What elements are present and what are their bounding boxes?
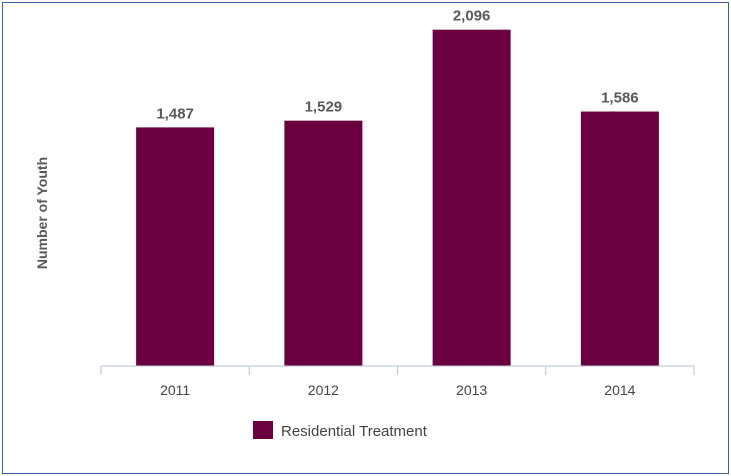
value-labels-group: 1,487 1,529 2,096 1,586: [156, 8, 638, 123]
bar-chart: Number of Youth 1,487 1,529 2,096 1,586 201…: [34, 8, 695, 440]
bar-2012[interactable]: [284, 120, 363, 366]
value-label-2014: 1,586: [601, 90, 639, 107]
x-tick-label-2011: 2011: [160, 382, 190, 398]
x-tick-label-2012: 2012: [308, 382, 339, 398]
value-label-2012: 1,529: [305, 99, 343, 116]
x-tick-label-2014: 2014: [604, 382, 635, 398]
x-axis-ticks: [100, 366, 695, 375]
legend-label: Residential Treatment: [281, 423, 428, 440]
value-label-2013: 2,096: [453, 8, 491, 25]
bar-2011[interactable]: [136, 127, 215, 367]
value-label-2011: 1,487: [156, 105, 194, 122]
bar-2013[interactable]: [432, 29, 511, 366]
bars-group: [136, 29, 659, 367]
legend-swatch: [253, 421, 273, 439]
legend: Residential Treatment: [253, 421, 428, 440]
x-tick-label-2013: 2013: [456, 382, 487, 398]
bar-2014[interactable]: [580, 111, 659, 366]
y-axis-title: Number of Youth: [34, 157, 50, 269]
x-axis-tick-labels: 2011 2012 2013 2014: [160, 382, 636, 398]
